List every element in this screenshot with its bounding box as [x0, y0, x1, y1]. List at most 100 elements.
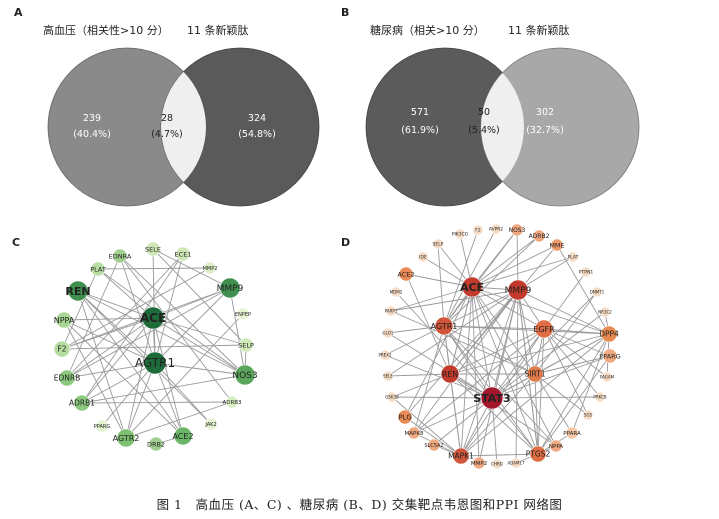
network-d-node-circle [490, 223, 502, 235]
network-c-node-nos3: NOS3 [232, 364, 258, 386]
network-d-edge [391, 396, 493, 399]
network-c-node-label: PLAT [90, 265, 106, 273]
network-c-edge [61, 267, 211, 350]
network-d-edge [534, 291, 598, 375]
network-c-node-label: EDNRA [109, 252, 132, 260]
network-d-edge [534, 373, 539, 455]
network-d-edge [413, 325, 445, 434]
network-d-node-plg: PLG [397, 409, 413, 425]
network-c-edge [119, 255, 233, 403]
network-d-edge [405, 273, 451, 375]
network-c-node-jak2: JAK2 [204, 417, 218, 431]
panel-letter-c: C [12, 236, 21, 249]
network-d-edge [387, 373, 451, 377]
network-c-node-ednrb: EDNRB [54, 369, 80, 387]
network-d-node-circle [434, 316, 454, 336]
network-c-node-agtr2: AGTR2 [113, 428, 139, 448]
panel-letter-b: B [341, 6, 350, 19]
network-c-node-circle [219, 277, 241, 299]
network-c-edge [119, 255, 246, 376]
network-d-edge [556, 244, 610, 335]
network-c-node-sele: SELE [145, 241, 161, 257]
network-d-node-label: PLAT [568, 255, 579, 261]
network-c-node-agtr1: AGTR1 [135, 351, 175, 375]
network-c-node-circle [238, 337, 254, 353]
network-d-edge [491, 291, 598, 399]
network-c-node-ace: ACE [140, 306, 166, 330]
network-c-node-circle [234, 364, 256, 386]
network-d-node-mapk8: MAPK8 [405, 426, 424, 440]
network-d-node-sgs: SGS [582, 409, 594, 421]
network-d-edge [437, 243, 445, 327]
network-c-edge [101, 362, 156, 427]
network-d-edge [449, 373, 462, 457]
network-c-node-f2: F2 [53, 340, 71, 358]
network-d-node-label: PTGS2 [526, 450, 551, 459]
network-d-edge [390, 286, 473, 312]
network-d-node-label: ADRB2 [529, 233, 550, 240]
network-d-node-circle [594, 391, 606, 403]
network-d-node-dnmt1: DNMT1 [590, 286, 605, 298]
network-d-node-egfr: EGFR [533, 319, 555, 339]
network-c-edge [66, 255, 121, 379]
network-c-node-circle [225, 395, 239, 409]
network-d-node-dpp4: DPP4 [599, 325, 619, 343]
network-c-node-circle [95, 419, 109, 433]
network-c-node-mmp9: MMP9 [217, 277, 244, 299]
network-c-edge [97, 267, 211, 270]
network-d-edge [404, 416, 462, 457]
network-d-edge [443, 325, 536, 375]
figure-caption: 图 1 高血压 (A、C) 、糖尿病 (B、D) 交集靶点韦恩图和PPI 网络图 [156, 497, 563, 512]
network-d-node-label: EGFR [533, 325, 555, 334]
network-d-node-glo1: GLO1 [383, 327, 394, 339]
network-d-node-circle [507, 279, 529, 301]
network-d-node-adrb2: ADRB2 [529, 229, 550, 243]
venn-b: 571 (61.9%) 50 (5.4%) 302 (32.7%) [365, 47, 640, 207]
network-d-edge [543, 328, 601, 398]
network-d-node-label: ACE2 [397, 270, 414, 278]
network-d-node-circle [534, 319, 554, 339]
network-c-node-label: SELP [238, 341, 254, 349]
network-d-edge [387, 325, 445, 334]
network-d-node-mmp2: MMP2 [471, 456, 487, 470]
network-d-node-label: SLC5A2 [424, 443, 443, 449]
network-d-node-parp1: PARP1 [385, 305, 398, 317]
network-d-edge [543, 328, 610, 335]
network-d-node-mapk1: MAPK1 [448, 447, 474, 465]
network-d-edge [433, 397, 493, 446]
network-d-node-circle [440, 364, 460, 384]
venn-b-left-pct: (61.9%) [401, 125, 439, 136]
network-d-node-ace: ACE [460, 276, 484, 298]
network-d-node-circle [510, 457, 522, 469]
panel-letter-d: D [341, 236, 351, 249]
network-d-edge [413, 289, 519, 434]
venn-b-mid-count: 50 [478, 107, 490, 118]
network-c-node-circle [67, 280, 89, 302]
venn-a-right-title: 11 条新颖肽 [187, 24, 249, 37]
network-d-node-ren: REN [440, 364, 460, 384]
network-d-node-circle [417, 251, 429, 263]
network-d-node-circle [491, 458, 503, 470]
network-c-edge [81, 374, 246, 404]
network-c-node-adrb3: ADRB3 [222, 395, 242, 409]
network-d-edge [449, 286, 473, 375]
network-c-edge [97, 268, 154, 319]
network-c-edge [154, 362, 184, 437]
network-d-node-f2: F2 [472, 224, 484, 236]
network-d-edge [471, 286, 557, 447]
network-d-node-circle [461, 276, 483, 298]
network-c-edges [61, 248, 247, 445]
network-c-node-pparg: PPARG [94, 419, 110, 433]
network-c-edge [63, 319, 184, 437]
network-d-edge [387, 289, 519, 377]
network-d-node-label: MMP2 [471, 461, 487, 467]
network-d-node-label: MDM2 [390, 289, 403, 294]
network-c-nodes: EDNRA SELE ECE1 PLAT MMP2 REN MMP9 ACE NPPA ENPEP… [53, 241, 258, 452]
network-d-node-circle [407, 426, 421, 440]
network-d-node-avpr2: AVPR2 [489, 223, 503, 235]
network-d-node-circle [386, 391, 398, 403]
network-c-node-circle [112, 248, 128, 264]
network-c-node-label: F2 [57, 345, 66, 354]
